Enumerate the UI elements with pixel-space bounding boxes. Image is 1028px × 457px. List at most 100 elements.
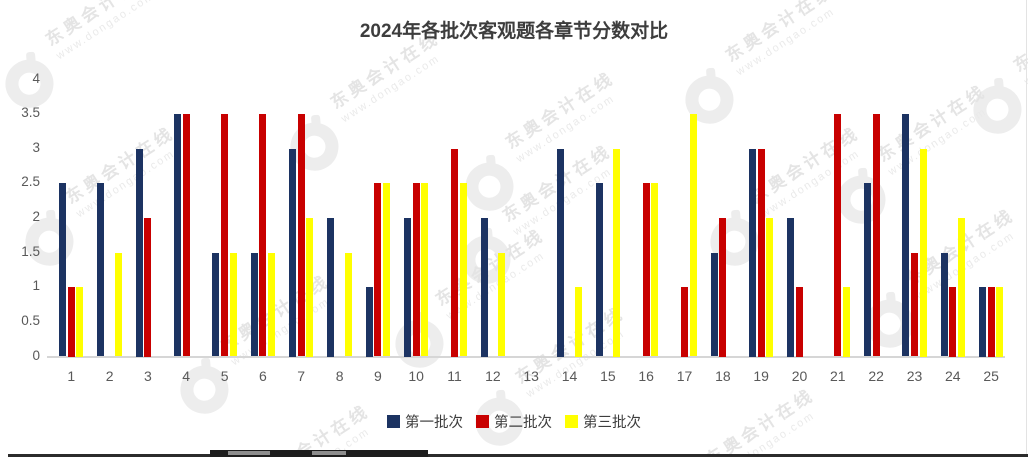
bar-series2-ch16 xyxy=(642,183,650,357)
x-axis-label-14: 14 xyxy=(561,368,578,384)
y-axis-label-4: 4 xyxy=(32,70,40,86)
bar-series3-ch12 xyxy=(497,252,506,357)
bar-series3-ch15 xyxy=(612,148,621,357)
bar-series1-ch9 xyxy=(365,287,373,357)
bar-series2-ch22 xyxy=(872,114,880,357)
bar-series3-ch9 xyxy=(382,183,391,357)
x-axis-label-4: 4 xyxy=(182,368,191,384)
x-axis-label-7: 7 xyxy=(297,368,306,384)
bottom-taskbar-segment xyxy=(210,450,428,457)
bar-series1-ch5 xyxy=(212,252,220,357)
x-axis-label-6: 6 xyxy=(258,368,267,384)
bar-series3-ch6 xyxy=(267,252,276,357)
bar-series1-ch4 xyxy=(174,114,182,357)
bar-series1-ch7 xyxy=(289,148,297,357)
x-axis-label-16: 16 xyxy=(638,368,654,384)
legend-swatch-2 xyxy=(476,415,489,428)
window-right-edge xyxy=(1026,0,1027,457)
bar-series1-ch24 xyxy=(940,252,948,357)
x-axis-line xyxy=(47,356,1005,358)
bar-series3-ch5 xyxy=(229,252,237,357)
x-axis-label-11: 11 xyxy=(447,368,462,384)
chart-title: 2024年各批次客观题各章节分数对比 xyxy=(359,21,669,42)
x-axis-label-15: 15 xyxy=(600,368,616,384)
bar-series2-ch9 xyxy=(374,183,382,357)
x-axis-label-9: 9 xyxy=(373,368,382,384)
bar-series1-ch20 xyxy=(787,218,795,357)
legend-swatch-3 xyxy=(565,415,578,428)
bar-series1-ch8 xyxy=(327,218,335,357)
bar-series3-ch17 xyxy=(689,114,697,357)
legend-label-2: 第二批次 xyxy=(494,415,552,431)
taskbar-mark xyxy=(228,451,270,455)
y-axis-label-1.5: 1.5 xyxy=(21,243,40,259)
bar-series2-ch1 xyxy=(67,287,75,357)
x-axis-label-12: 12 xyxy=(485,368,501,384)
y-axis-label-0: 0 xyxy=(32,347,40,363)
legend-label-3: 第三批次 xyxy=(583,415,641,431)
bar-series3-ch2 xyxy=(114,252,122,357)
x-axis-label-1: 1 xyxy=(67,368,76,384)
x-axis-label-25: 25 xyxy=(983,368,999,384)
x-axis-label-18: 18 xyxy=(715,368,731,384)
bar-series3-ch8 xyxy=(344,252,352,357)
bar-series3-ch1 xyxy=(76,287,84,357)
bar-series2-ch24 xyxy=(949,287,957,357)
bar-series1-ch12 xyxy=(480,218,488,357)
x-axis-label-5: 5 xyxy=(220,368,229,384)
bar-series1-ch15 xyxy=(595,183,603,357)
x-axis-label-2: 2 xyxy=(105,368,114,384)
bar-series2-ch11 xyxy=(450,148,459,357)
legend-label-1: 第一批次 xyxy=(405,415,463,431)
x-axis-label-19: 19 xyxy=(753,368,769,384)
bar-series1-ch23 xyxy=(902,114,910,357)
bar-series1-ch1 xyxy=(59,183,67,357)
bar-series2-ch18 xyxy=(719,218,727,357)
x-axis-label-10: 10 xyxy=(408,368,424,384)
bar-series3-ch16 xyxy=(651,183,659,357)
bar-series3-ch11 xyxy=(459,183,467,357)
legend-item-3: 第三批次 xyxy=(565,411,641,432)
bar-series2-ch4 xyxy=(182,114,190,357)
y-axis-label-0.5: 0.5 xyxy=(21,312,40,328)
bar-series3-ch19 xyxy=(766,218,774,357)
legend-item-1: 第一批次 xyxy=(387,411,463,432)
bar-series1-ch19 xyxy=(748,148,757,357)
bar-series3-ch14 xyxy=(574,287,582,357)
chart-legend: 第一批次 第二批次 第三批次 xyxy=(0,411,1028,432)
y-axis-label-3.5: 3.5 xyxy=(21,105,40,121)
x-axis-label-17: 17 xyxy=(676,368,693,384)
bar-series2-ch20 xyxy=(795,287,804,357)
y-axis-label-3: 3 xyxy=(32,139,40,155)
y-axis-label-2: 2 xyxy=(32,209,40,224)
bar-series2-ch5 xyxy=(221,114,229,357)
bar-series2-ch25 xyxy=(987,287,995,357)
bar-series3-ch24 xyxy=(957,218,966,357)
bar-series3-ch23 xyxy=(919,148,927,357)
legend-swatch-1 xyxy=(387,415,400,428)
x-axis-label-8: 8 xyxy=(335,368,344,384)
bar-series3-ch25 xyxy=(996,287,1004,357)
taskbar-mark xyxy=(312,451,346,455)
x-axis-label-3: 3 xyxy=(143,368,152,384)
bar-series2-ch17 xyxy=(680,287,689,357)
bar-series1-ch14 xyxy=(557,148,565,357)
legend-item-2: 第二批次 xyxy=(476,411,552,432)
bar-series1-ch2 xyxy=(97,183,105,357)
bar-series2-ch19 xyxy=(757,148,765,357)
bar-series2-ch21 xyxy=(834,114,842,357)
bar-series1-ch3 xyxy=(135,148,143,357)
x-axis-label-22: 22 xyxy=(868,368,884,384)
y-axis-label-2.5: 2.5 xyxy=(21,174,40,190)
x-axis-label-20: 20 xyxy=(791,368,808,384)
bar-series1-ch25 xyxy=(978,287,987,357)
bar-series2-ch10 xyxy=(412,183,420,357)
y-axis-label-1: 1 xyxy=(32,278,40,294)
bar-series2-ch6 xyxy=(259,114,267,357)
x-axis-label-13: 13 xyxy=(523,368,539,384)
x-axis-label-23: 23 xyxy=(906,368,923,384)
bar-series1-ch10 xyxy=(404,218,412,357)
bar-series1-ch22 xyxy=(863,183,872,357)
bar-series2-ch23 xyxy=(910,252,919,357)
